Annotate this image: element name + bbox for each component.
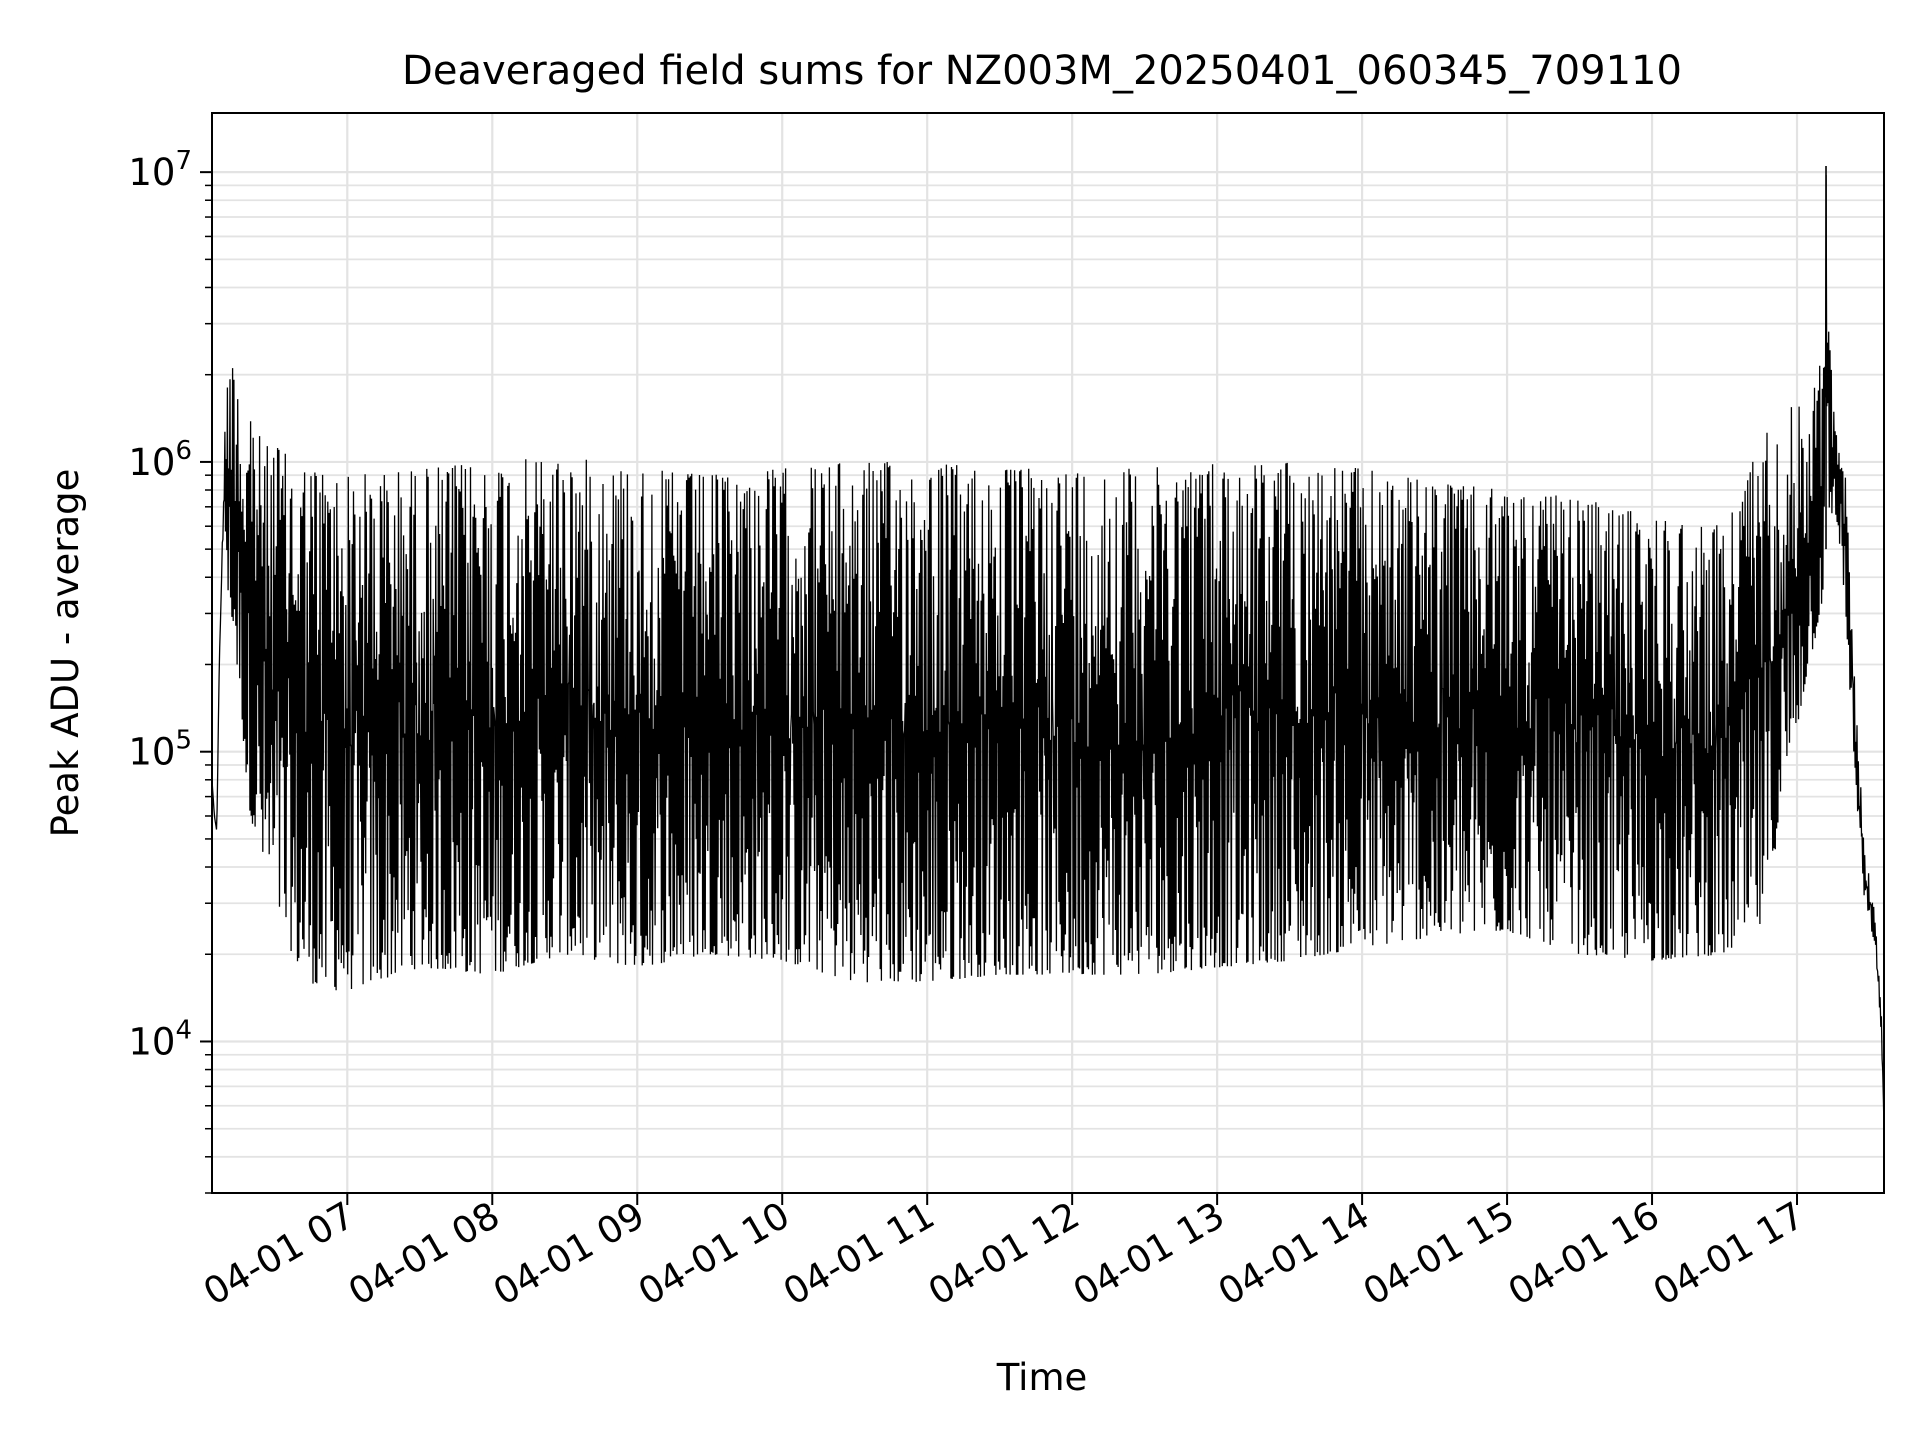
y-axis: 104 105 106 107 [128, 146, 212, 1194]
y-tick-label: 105 [128, 726, 192, 774]
y-axis-label: Peak ADU - average [44, 469, 87, 838]
plot-frame [211, 112, 1885, 1194]
chart-title: Deaveraged field sums for NZ003M_2025040… [402, 48, 1682, 94]
x-axis-label: Time [996, 1356, 1088, 1399]
y-tick-label: 106 [128, 436, 192, 484]
data-series-line [211, 175, 1885, 1129]
y-tick-label: 107 [128, 146, 192, 194]
series-layer [211, 166, 1885, 1129]
y-tick-label: 104 [128, 1015, 192, 1063]
